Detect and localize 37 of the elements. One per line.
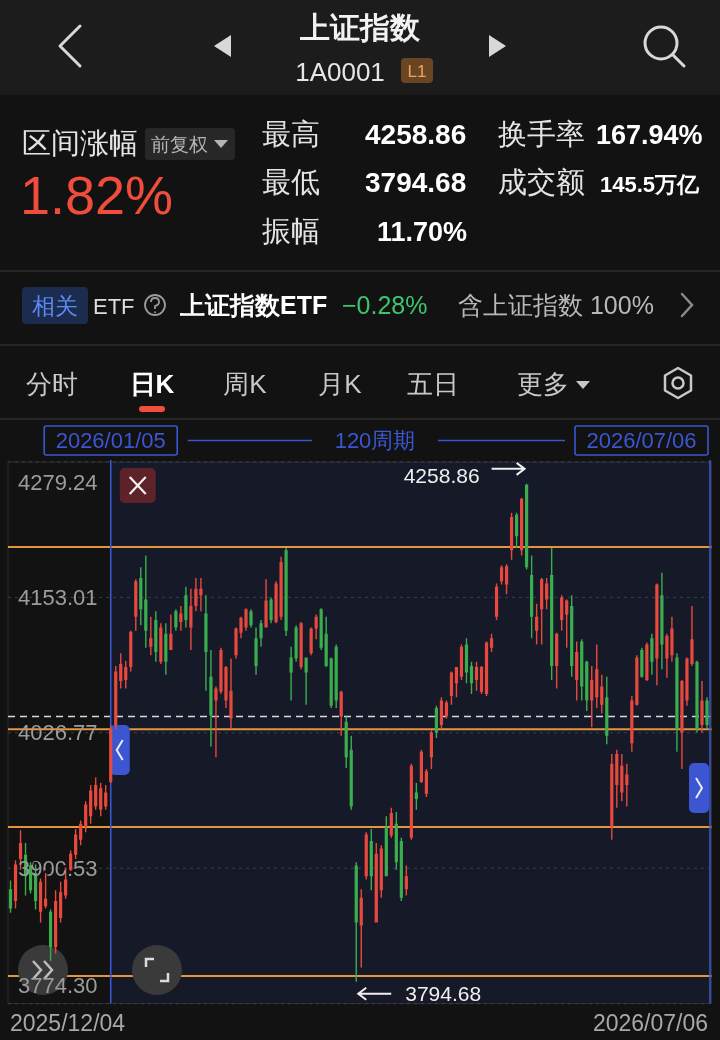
- text: ETF: [93, 294, 135, 319]
- text: 周K: [223, 369, 268, 399]
- text: 前复权: [151, 134, 208, 155]
- x-tick-label: 2026/01/05: [55, 428, 166, 453]
- text: 五日: [407, 369, 459, 399]
- text: 167.94%: [596, 120, 703, 150]
- text: 4258.86: [365, 119, 467, 150]
- text: L1: [407, 62, 427, 81]
- annotation: 4258.86: [403, 463, 480, 487]
- text: 120周期: [334, 428, 416, 453]
- text: 成交额: [498, 166, 585, 198]
- text: 2026/07/06: [592, 1010, 708, 1036]
- text: 11.70%: [377, 217, 468, 247]
- text: 区间涨幅: [22, 127, 138, 159]
- text: 换手率: [498, 118, 585, 150]
- chart-title: 上证指数: [299, 11, 421, 44]
- text: 相关: [32, 293, 78, 319]
- text: 更多: [517, 369, 569, 399]
- text: 日K: [129, 369, 175, 399]
- text: 3794.68: [365, 167, 467, 198]
- text: 振幅: [262, 215, 320, 247]
- text: 月K: [318, 369, 363, 399]
- y-tick-label: 3774.30: [18, 972, 98, 998]
- text: 最低: [262, 166, 320, 198]
- text: 1.82%: [20, 165, 174, 225]
- text: −0.28%: [342, 291, 428, 319]
- text: 上证指数ETF: [179, 291, 328, 319]
- text: 2025/12/04: [10, 1010, 126, 1036]
- annotation: 3794.68: [405, 981, 482, 1005]
- text: 含上证指数 100%: [458, 291, 654, 319]
- text: 分时: [26, 369, 78, 399]
- y-tick-label: 4279.24: [18, 470, 98, 495]
- text: 2026/07/06: [586, 428, 697, 453]
- text: 145.5万亿: [600, 172, 701, 197]
- text: 最高: [262, 118, 320, 150]
- y-tick-label: 4153.01: [18, 584, 98, 610]
- chart-subtitle: 1A0001: [295, 57, 385, 87]
